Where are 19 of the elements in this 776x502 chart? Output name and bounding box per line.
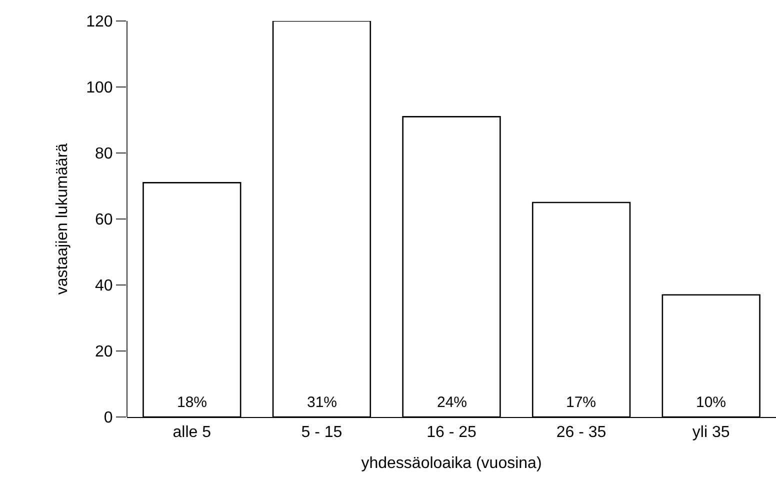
y-tick-label: 40 — [95, 278, 113, 295]
annotation: 18% — [177, 394, 208, 411]
y-axis-title: vastaajien lukumäärä — [54, 143, 71, 295]
x-tick-label: 26 - 35 — [556, 424, 606, 442]
annotation: 17% — [566, 394, 596, 411]
x-tick-label: alle 5 — [172, 424, 212, 442]
annotation: 31% — [307, 394, 338, 411]
x-tick-label: yli 35 — [692, 424, 730, 442]
y-tick-label: 120 — [86, 14, 113, 31]
y-tick-label: 20 — [95, 344, 113, 361]
annotation: 10% — [696, 394, 726, 411]
y-tick-label: 0 — [104, 410, 113, 427]
y-tick-label: 100 — [86, 80, 113, 97]
annotation: 24% — [437, 394, 468, 411]
x-tick-label: 16 - 25 — [426, 424, 477, 442]
x-tick-label: 5 - 15 — [301, 424, 342, 442]
x-axis-title: yhdessäoloaika (vuosina) — [361, 454, 542, 472]
y-tick-label: 80 — [95, 146, 113, 163]
y-tick-label: 60 — [95, 212, 113, 229]
